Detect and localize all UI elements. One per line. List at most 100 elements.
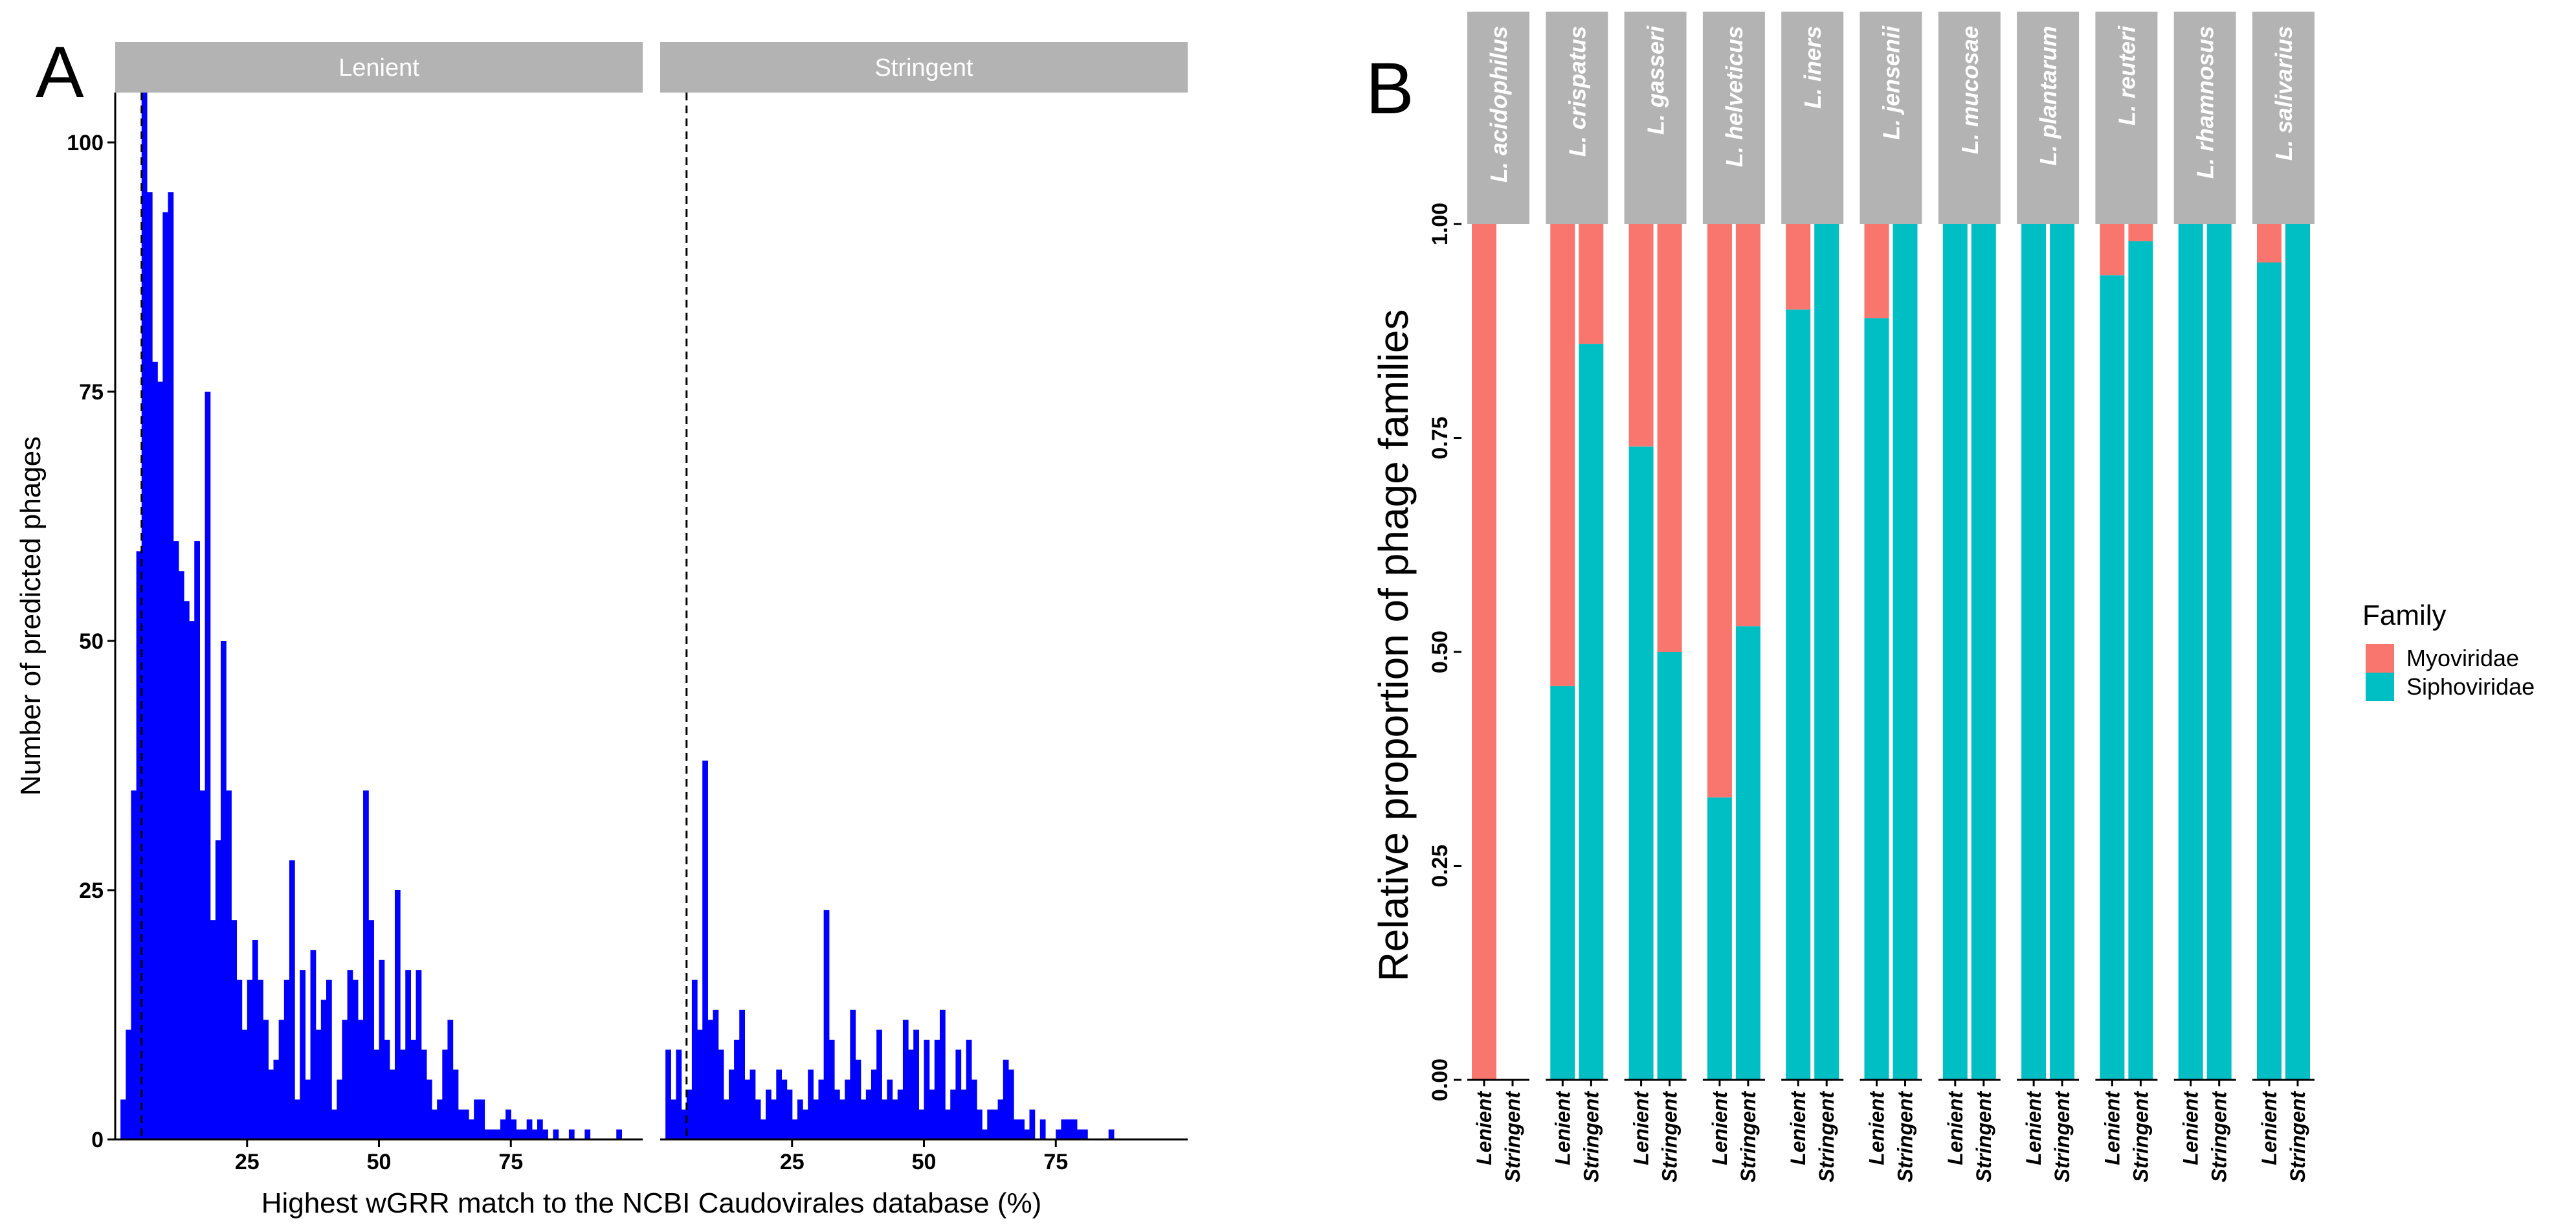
- histogram-bar: [146, 192, 153, 1139]
- histogram-bar: [929, 1090, 935, 1139]
- myoviridae-segment: [1472, 224, 1496, 1080]
- histogram-bar: [876, 1029, 882, 1139]
- histogram-bar: [168, 192, 174, 1139]
- histogram-bar: [442, 1049, 449, 1139]
- panel-b-letter: B: [1366, 48, 1414, 129]
- histogram-bar: [379, 959, 385, 1139]
- condition-label: Stringent: [1894, 1091, 1917, 1183]
- histogram-bar: [300, 970, 305, 1139]
- histogram-bar: [553, 1129, 559, 1139]
- histogram-bar: [141, 93, 148, 1139]
- condition-label: Lenient: [2022, 1091, 2045, 1165]
- siphoviridae-segment: [1942, 224, 1968, 1080]
- histogram-bar: [278, 1020, 285, 1139]
- x-tick-label: 75: [1043, 1150, 1068, 1174]
- species-facet: L. helveticus Lenient Stringent: [1702, 12, 1765, 1182]
- histogram-bar: [394, 890, 401, 1139]
- histogram-bar: [199, 790, 206, 1139]
- species-facet: L. plantarum Lenient Stringent: [2017, 12, 2080, 1183]
- myoviridae-segment: [1735, 224, 1760, 627]
- histogram-bar: [855, 1059, 861, 1139]
- histogram-bar: [463, 1109, 469, 1139]
- condition-label: Stringent: [2050, 1091, 2074, 1183]
- histogram-bar: [1061, 1119, 1067, 1139]
- histogram-bar: [152, 361, 158, 1139]
- histogram-bar: [913, 1029, 919, 1139]
- species-strip: [2252, 12, 2315, 224]
- histogram-bar: [263, 1020, 269, 1139]
- panel-a-y-tick-label: 100: [67, 131, 104, 155]
- histogram-bar: [236, 980, 243, 1139]
- siphoviridae-segment: [1707, 797, 1732, 1080]
- histogram-bar: [871, 1070, 877, 1139]
- histogram-bar: [1008, 1070, 1014, 1139]
- histogram-bar: [823, 910, 830, 1139]
- panel-b-y-tick-label: 0.50: [1428, 631, 1452, 673]
- siphoviridae-segment: [2050, 224, 2075, 1080]
- species-strip: [1781, 12, 1844, 224]
- condition-label: Stringent: [2129, 1091, 2152, 1183]
- siphoviridae-segment: [1864, 318, 1889, 1080]
- histogram-bar: [241, 1029, 248, 1139]
- histogram-bar: [189, 621, 195, 1139]
- condition-label: Lenient: [1551, 1091, 1574, 1165]
- histogram-bar: [474, 1099, 480, 1139]
- histogram-bar: [860, 1099, 867, 1139]
- histogram-bar: [616, 1129, 622, 1139]
- histogram-bar: [458, 1109, 464, 1139]
- histogram-bar: [834, 1090, 840, 1139]
- histogram-bar: [739, 1009, 745, 1139]
- species-strip-label: L. iners: [1799, 26, 1826, 109]
- histogram-bar: [410, 1040, 417, 1139]
- histogram-bar: [1039, 1119, 1046, 1139]
- panel-b: B 0.00 0.25 0.50 0.75 1.00 L. acidophilus Len…: [1366, 12, 2535, 1182]
- histogram-bar: [315, 1029, 322, 1139]
- species-strip-label: L. jensenii: [1878, 25, 1905, 140]
- histogram-bar: [1029, 1109, 1036, 1139]
- histogram-bar: [537, 1119, 543, 1139]
- histogram-bar: [205, 392, 211, 1139]
- x-tick-label: 25: [235, 1150, 260, 1174]
- histogram-bar: [776, 1070, 783, 1139]
- histogram-bar: [268, 1070, 274, 1139]
- histogram-bar: [178, 571, 184, 1139]
- histogram-bar: [320, 1000, 327, 1139]
- species-strip: [1546, 12, 1608, 224]
- panel-b-y-tick-label: 0.00: [1428, 1058, 1452, 1101]
- histogram-bar: [707, 1020, 714, 1139]
- histogram-bar: [210, 920, 216, 1139]
- species-strip-label: L. helveticus: [1721, 26, 1748, 167]
- siphoviridae-segment: [1579, 344, 1604, 1080]
- species-facet: L. mucosae Lenient Stringent: [1938, 12, 2001, 1182]
- condition-label: Stringent: [2286, 1091, 2309, 1183]
- histogram-bar: [531, 1129, 538, 1139]
- facet-strip-label: Lenient: [339, 54, 419, 82]
- histogram-bar: [505, 1109, 511, 1139]
- legend-swatch-siphoviridae: [2366, 673, 2394, 701]
- histogram-bar: [908, 1049, 914, 1139]
- condition-label: Stringent: [1501, 1091, 1524, 1183]
- condition-label: Lenient: [2100, 1091, 2124, 1165]
- histogram-bar: [1024, 1129, 1030, 1139]
- histogram-bar: [892, 1099, 898, 1139]
- legend-title: Family: [2362, 599, 2447, 631]
- histogram-bar: [924, 1040, 930, 1139]
- histogram-bar: [432, 1109, 438, 1139]
- panel-b-y-tick-label: 0.75: [1428, 416, 1452, 459]
- histogram-bar: [1108, 1129, 1115, 1139]
- histogram-bar: [671, 1099, 677, 1139]
- histogram-bar: [226, 790, 232, 1139]
- histogram-bar: [489, 1129, 496, 1139]
- siphoviridae-segment: [1628, 446, 1654, 1080]
- histogram-bar: [934, 1040, 940, 1139]
- species-strip-label: L. mucosae: [1957, 26, 1983, 154]
- histogram-bar: [542, 1129, 548, 1139]
- histogram-bar: [273, 1059, 280, 1139]
- siphoviridae-segment: [1814, 224, 1839, 1080]
- histogram-bar: [918, 1109, 925, 1139]
- species-strip: [1938, 12, 2001, 224]
- histogram-bar: [221, 641, 227, 1139]
- siphoviridae-segment: [1657, 652, 1682, 1080]
